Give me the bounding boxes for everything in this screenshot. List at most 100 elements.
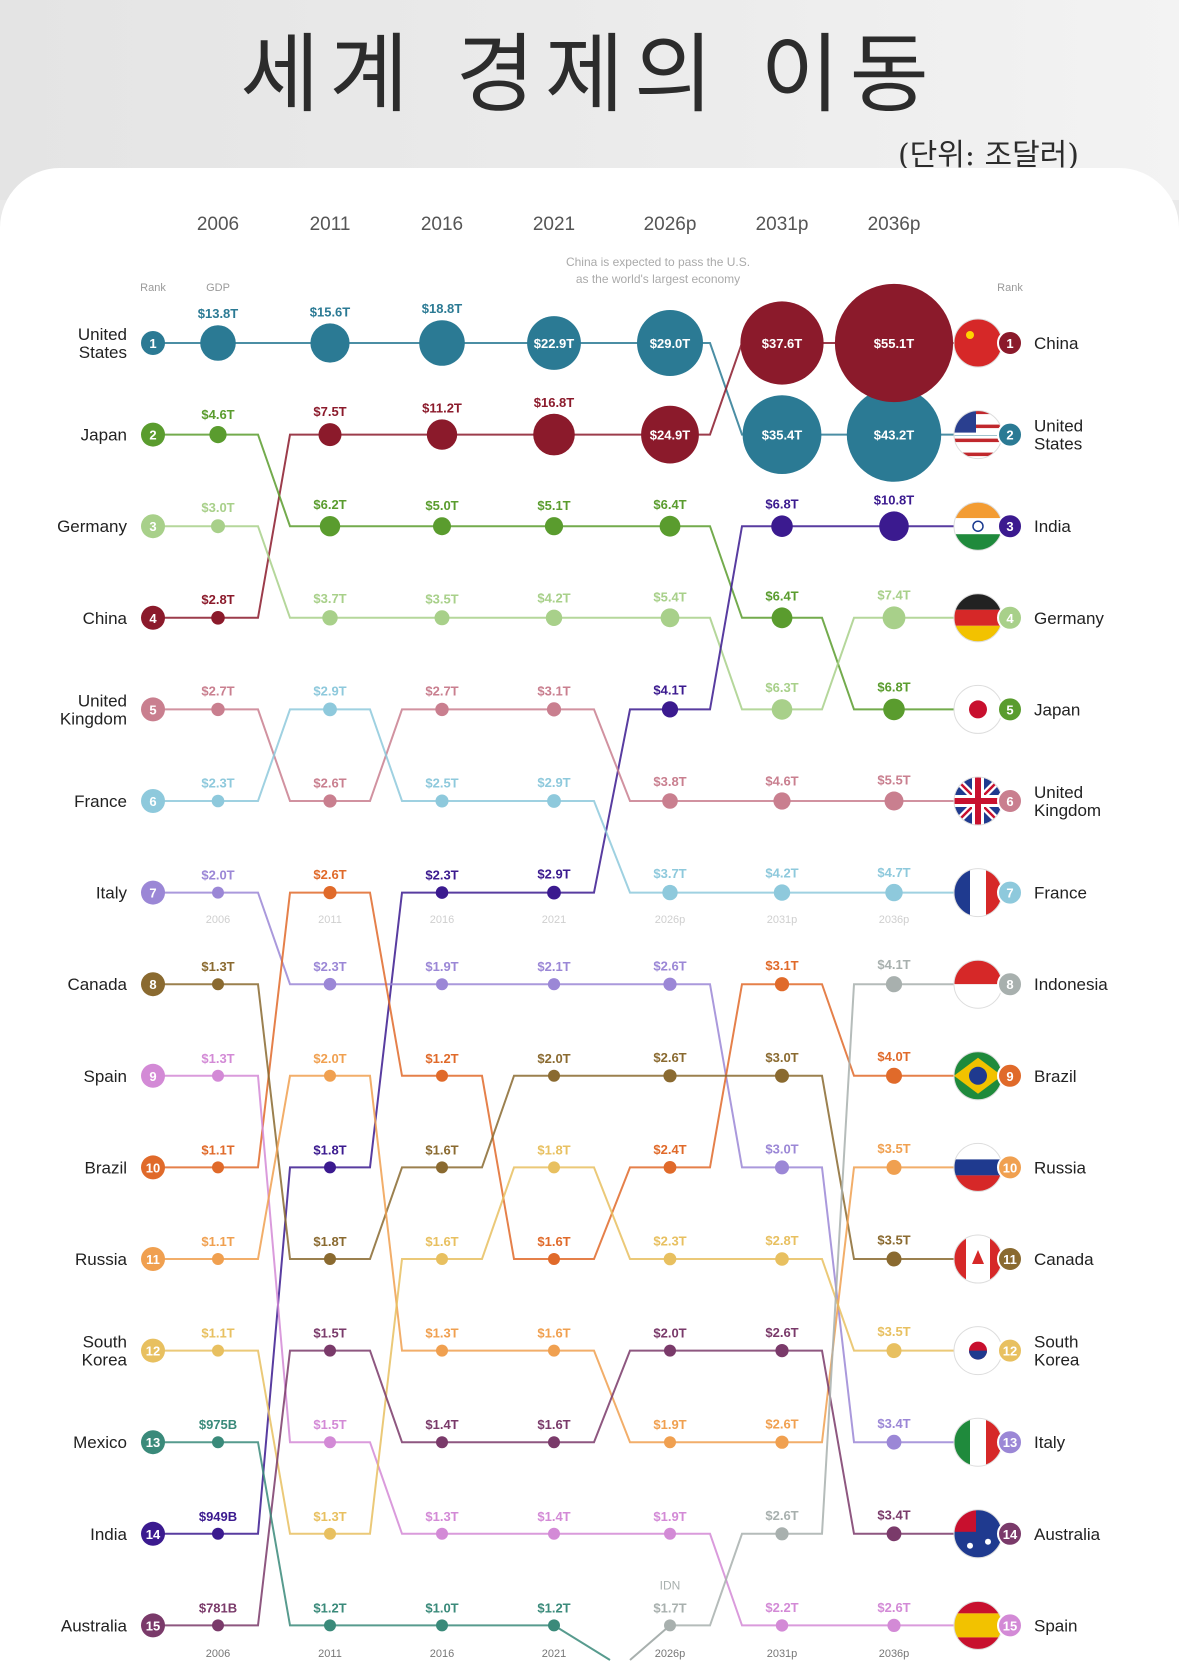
russia-flag-icon — [954, 1143, 1002, 1192]
gdp-bubble — [211, 611, 225, 625]
right-rank-badge — [997, 421, 1023, 448]
gdp-bubble — [886, 1067, 902, 1084]
year-header: 2026p — [644, 214, 697, 235]
right-rank-badge — [997, 330, 1023, 356]
gdp-bubble — [740, 301, 824, 385]
gdp-value-label: $6.3T — [765, 680, 798, 695]
gdp-value-label: $2.0T — [201, 868, 234, 883]
year-header: 2006 — [197, 214, 239, 235]
year-ghost-label: 2021 — [542, 914, 566, 926]
gdp-value-label: $3.7T — [653, 866, 686, 881]
right-rank-number: 6 — [1006, 794, 1013, 809]
gdp-bubble — [547, 794, 561, 808]
year-ghost-label: 2026p — [655, 914, 686, 926]
gdp-value-label: $1.7T — [653, 1600, 686, 1615]
year-footer: 2021 — [542, 1648, 566, 1660]
uk-flag-icon — [954, 777, 1002, 825]
gdp-bubble — [433, 517, 451, 536]
page-title: 세계 경제의 이동 — [240, 25, 939, 125]
gdp-value-label: $3.4T — [877, 1507, 910, 1522]
right-rank-badge — [997, 1154, 1023, 1181]
france-flag-icon — [954, 868, 1002, 917]
gdp-bubble — [641, 405, 699, 464]
gdp-value-label: $1.1T — [201, 1326, 234, 1341]
gdp-bubble — [771, 699, 793, 720]
series-line-india — [154, 525, 1000, 1535]
gdp-value-label: $1.9T — [653, 1509, 686, 1524]
gdp-value-label: $3.4T — [877, 1416, 910, 1431]
gdp-bubble — [426, 419, 458, 450]
gdp-bubble — [436, 1253, 448, 1265]
year-ghost-label: 2036p — [879, 914, 910, 926]
gdp-value-label: $1.8T — [313, 1142, 346, 1157]
annotation-line: China is expected to pass the U.S. — [566, 255, 750, 269]
gdp-bubble — [212, 978, 224, 991]
gdp-bubble — [660, 608, 680, 628]
gdp-value-label: $11.2T — [422, 400, 462, 415]
gdp-bubble — [775, 1527, 789, 1541]
right-country-label: France — [1034, 884, 1087, 903]
gdp-bubble — [886, 1251, 902, 1267]
gdp-value-label: $16.8T — [534, 395, 575, 410]
gdp-bubble — [211, 702, 225, 717]
left-country-label: Australia — [61, 1616, 128, 1635]
gdp-bubble — [548, 1344, 560, 1357]
left-rank-number: 6 — [149, 794, 156, 809]
gdp-value-label: $2.8T — [765, 1233, 798, 1248]
gdp-bubble — [882, 606, 906, 630]
gdp-value-label: $2.8T — [201, 592, 234, 607]
right-rank-badge — [997, 1246, 1023, 1272]
gdp-value-label: $4.6T — [201, 407, 234, 422]
gdp-value-label: $2.0T — [653, 1326, 686, 1341]
gdp-value-label: $1.9T — [653, 1417, 686, 1432]
left-rank-number: 2 — [149, 428, 156, 443]
gdp-value-label: $2.6T — [765, 1508, 798, 1523]
left-rank-badge — [141, 331, 165, 355]
gdp-bubble — [323, 886, 337, 900]
gdp-value-label: $4.1T — [877, 957, 910, 972]
gdp-bubble — [322, 610, 338, 626]
gdp-value-label: $1.4T — [537, 1509, 570, 1524]
gdp-bubble — [883, 698, 905, 721]
left-rank-number: 7 — [149, 886, 156, 901]
gdp-value-label: $4.7T — [877, 865, 910, 880]
left-rank-badge — [141, 972, 165, 997]
right-country-label: India — [1034, 517, 1071, 536]
gdp-bubble — [771, 607, 793, 629]
left-rank-badge — [141, 422, 165, 447]
left-country-label: China — [83, 609, 128, 628]
gdp-value-label: $10.8T — [874, 492, 915, 507]
gdp-bubble — [533, 413, 575, 456]
left-country-label: Italy — [96, 884, 128, 903]
year-footer: 2031p — [767, 1648, 798, 1660]
series-links — [154, 342, 1000, 1661]
left-rank-badge — [141, 880, 165, 905]
gdp-bubble — [886, 1343, 902, 1359]
gdp-bubble — [548, 1069, 560, 1082]
right-rank-number: 13 — [1003, 1435, 1017, 1450]
gdp-bubble — [742, 395, 822, 474]
gdp-bubble — [324, 1161, 336, 1174]
gdp-value-label: $1.8T — [537, 1142, 570, 1157]
series-line-australia — [154, 1349, 1000, 1627]
gdp-bubble — [663, 977, 677, 991]
right-country-label: United — [1034, 417, 1083, 436]
right-country-label: South — [1034, 1333, 1078, 1352]
year-footer: 2016 — [430, 1648, 454, 1660]
right-rank-number: 5 — [1006, 702, 1013, 717]
gdp-value-label: $13.8T — [198, 306, 239, 321]
year-ghost-label: 2031p — [767, 914, 798, 926]
gdp-bubble — [664, 1436, 676, 1449]
gdp-bubble — [436, 1069, 448, 1082]
rank-label: Rank — [140, 282, 166, 294]
gdp-bubble — [662, 884, 678, 901]
gdp-value-label: $949B — [199, 1509, 237, 1524]
gdp-value-label: $24.9T — [650, 428, 691, 443]
right-country-label: Germany — [1034, 609, 1104, 628]
gdp-bubble — [775, 1068, 789, 1083]
gdp-value-label: $2.6T — [653, 959, 686, 974]
series-nodes — [141, 283, 1023, 1650]
gdp-bubble — [885, 976, 903, 993]
gdp-bubble — [834, 283, 954, 403]
gdp-value-label: $6.4T — [653, 497, 686, 512]
